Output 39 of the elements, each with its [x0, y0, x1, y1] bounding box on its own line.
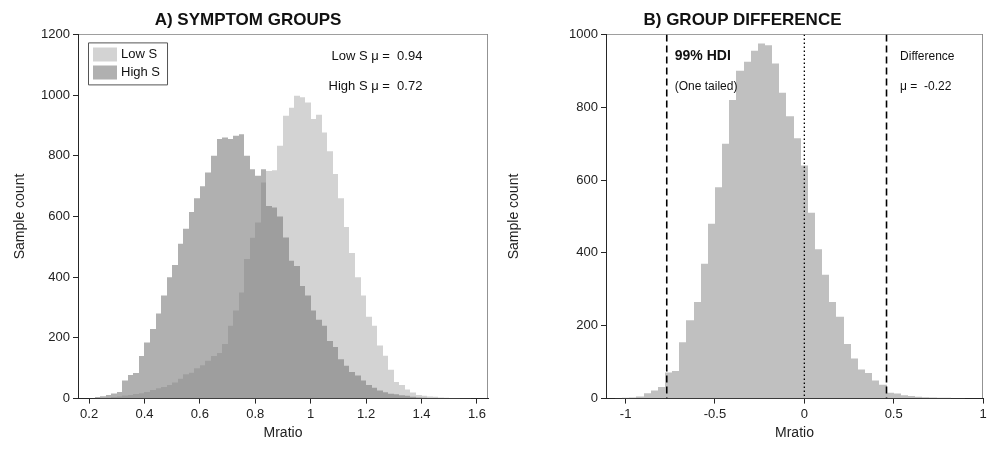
annotation: Low S μ = 0.94: [331, 47, 423, 63]
x-tick-label: 1: [307, 405, 315, 421]
x-tick-label: 0.6: [190, 405, 209, 421]
x-tick-label: 1.6: [467, 405, 486, 421]
y-tick-label: 0: [590, 390, 598, 406]
x-tick-label: 0.8: [246, 405, 265, 421]
y-tick-label: 1200: [41, 25, 70, 41]
y-tick-label: 200: [48, 329, 70, 345]
x-tick-label: -0.5: [703, 405, 727, 421]
chart-title: A) SYMPTOM GROUPS: [154, 9, 342, 29]
y-tick-label: 0: [62, 390, 70, 406]
x-tick-label: -1: [619, 405, 632, 421]
x-tick-label: 1: [979, 405, 987, 421]
y-tick-label: 600: [576, 171, 598, 187]
y-tick-label: 800: [576, 98, 598, 114]
ref-line-label: 99% HDI (One tailed): [674, 47, 738, 93]
legend-label: High S: [121, 63, 161, 79]
y-tick-label: 400: [48, 268, 70, 284]
y-tick-label: 400: [576, 244, 598, 260]
y-tick-label: 600: [48, 208, 70, 224]
x-tick-label: 1.2: [357, 405, 376, 421]
y-tick-label: 800: [48, 147, 70, 163]
x-tick-label: 0.4: [135, 405, 154, 421]
x-tick-label: 0.2: [80, 405, 99, 421]
x-tick-label: 0: [800, 405, 808, 421]
x-tick-label: 1.4: [412, 405, 431, 421]
legend-label: Low S: [121, 45, 158, 61]
annotation: Difference: [900, 48, 955, 63]
annotation: μ = -0.22: [900, 78, 952, 93]
x-axis-title: Mratio: [775, 424, 815, 441]
y-tick-label: 1000: [569, 25, 598, 41]
annotation: High S μ = 0.72: [328, 77, 423, 93]
y-axis-title: Sample count: [11, 173, 28, 260]
x-tick-label: 0.5: [884, 405, 903, 421]
chart-title: B) GROUP DIFFERENCE: [643, 9, 842, 29]
y-tick-label: 200: [576, 317, 598, 333]
y-axis-title: Sample count: [505, 173, 522, 260]
x-axis-title: Mratio: [263, 424, 303, 441]
y-tick-label: 1000: [41, 86, 70, 102]
